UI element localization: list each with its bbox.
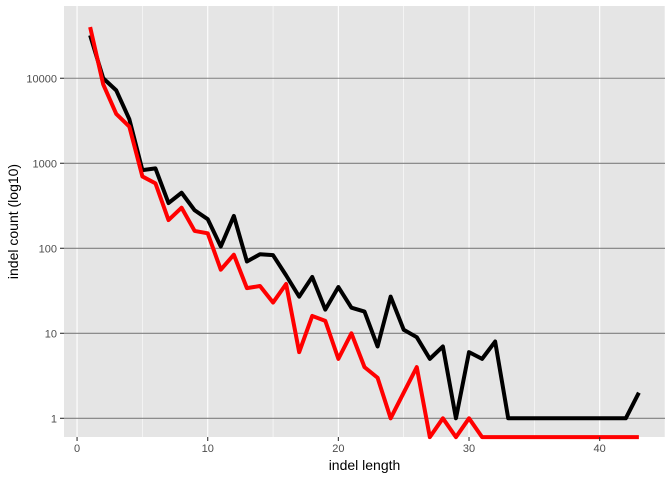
series-lines <box>88 26 641 440</box>
y-tick-label: 10 <box>45 328 57 340</box>
y-axis-title: indel count (log10) <box>5 164 21 279</box>
y-tick-label: 10000 <box>26 73 57 85</box>
x-tick-label: 30 <box>463 443 475 455</box>
x-axis-title: indel length <box>329 457 401 473</box>
series-line-1 <box>88 34 641 421</box>
x-tick-label: 40 <box>594 443 606 455</box>
x-tick-label: 0 <box>74 443 80 455</box>
y-tick-label: 1000 <box>33 158 57 170</box>
x-tick-label: 10 <box>202 443 214 455</box>
series-line-2 <box>88 26 639 440</box>
y-tick-label: 100 <box>39 243 57 255</box>
x-axis: 0 10 20 30 40 <box>74 437 606 455</box>
y-gridlines <box>64 77 665 419</box>
y-axis: 1 10 100 1000 10000 <box>26 73 64 425</box>
x-tick-label: 20 <box>332 443 344 455</box>
plot-panel <box>64 6 665 437</box>
y-tick-label: 1 <box>51 413 57 425</box>
